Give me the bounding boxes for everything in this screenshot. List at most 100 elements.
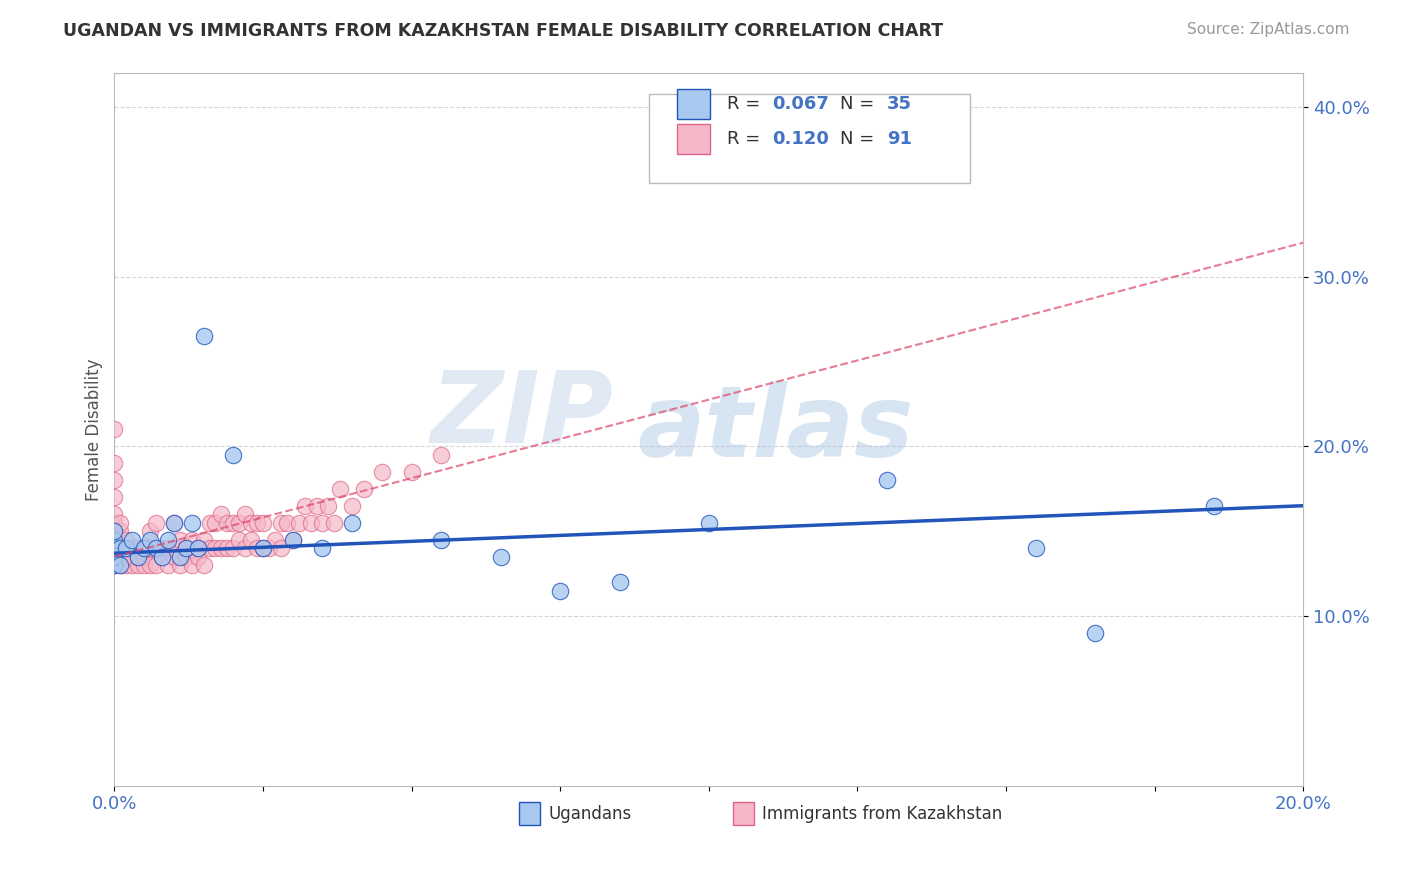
Point [156,541,179,555]
Point [252,541,274,555]
Point [103,473,125,487]
Text: 0.120: 0.120 [772,129,828,147]
Point [270,541,292,555]
Point [103,456,125,470]
Point [169,558,191,573]
Point [115,549,138,564]
Point [257,541,280,555]
Point [110,541,132,555]
Bar [676,124,710,153]
Point [318,499,340,513]
Y-axis label: Female Disability: Female Disability [86,358,103,500]
Point [110,558,132,573]
Point [127,541,149,555]
Point [110,558,132,573]
Point [110,524,132,538]
Point [127,549,149,564]
Point [222,516,245,530]
Point [115,533,138,547]
Text: 0.067: 0.067 [772,95,828,113]
Point [156,558,179,573]
Point [127,549,149,564]
Point [103,533,125,547]
Point [115,558,138,573]
Point [163,516,186,530]
Point [697,516,720,530]
Text: 35: 35 [887,95,912,113]
Text: Ugandans: Ugandans [548,805,631,822]
Point [371,465,394,479]
Point [103,422,125,436]
Point [270,516,292,530]
Point [187,541,209,555]
Point [103,533,125,547]
Point [145,541,167,555]
Point [252,541,274,555]
Point [340,499,363,513]
Point [240,533,263,547]
Point [121,558,143,573]
Point [246,541,269,555]
Point [198,541,221,555]
Point [134,541,156,555]
Point [489,549,512,564]
Point [103,507,125,521]
Point [139,524,162,538]
Point [127,558,149,573]
Point [145,541,167,555]
Point [103,549,125,564]
Point [246,516,269,530]
Point [169,549,191,564]
Point [103,516,125,530]
Point [103,541,125,555]
Point [180,533,202,547]
Point [281,533,304,547]
Text: Immigrants from Kazakhstan: Immigrants from Kazakhstan [762,805,1002,822]
Point [187,541,209,555]
Point [222,541,245,555]
Point [163,516,186,530]
Point [174,541,197,555]
Bar [676,89,710,120]
Point [1025,541,1047,555]
Text: Source: ZipAtlas.com: Source: ZipAtlas.com [1187,22,1350,37]
Point [287,516,309,530]
Point [163,541,186,555]
Point [323,516,346,530]
Point [134,549,156,564]
Point [180,516,202,530]
Point [115,541,138,555]
Text: R =: R = [727,95,766,113]
Point [145,558,167,573]
Point [548,583,571,598]
Point [121,549,143,564]
Point [217,541,239,555]
Point [139,541,162,555]
Point [1204,499,1226,513]
Point [110,549,132,564]
Point [876,473,898,487]
Point [353,482,375,496]
Point [340,516,363,530]
Point [1084,626,1107,640]
Point [103,490,125,504]
Point [228,516,250,530]
Point [103,541,125,555]
Point [163,549,186,564]
Point [311,541,333,555]
Point [281,533,304,547]
Point [401,465,423,479]
Point [311,516,333,530]
Point [134,558,156,573]
Point [193,533,215,547]
Point [121,541,143,555]
Text: N =: N = [839,129,880,147]
Point [193,329,215,343]
FancyBboxPatch shape [650,95,970,184]
Point [150,541,173,555]
Point [430,533,453,547]
Point [430,448,453,462]
Text: ZIP: ZIP [430,367,614,464]
Point [209,541,232,555]
Point [204,541,226,555]
